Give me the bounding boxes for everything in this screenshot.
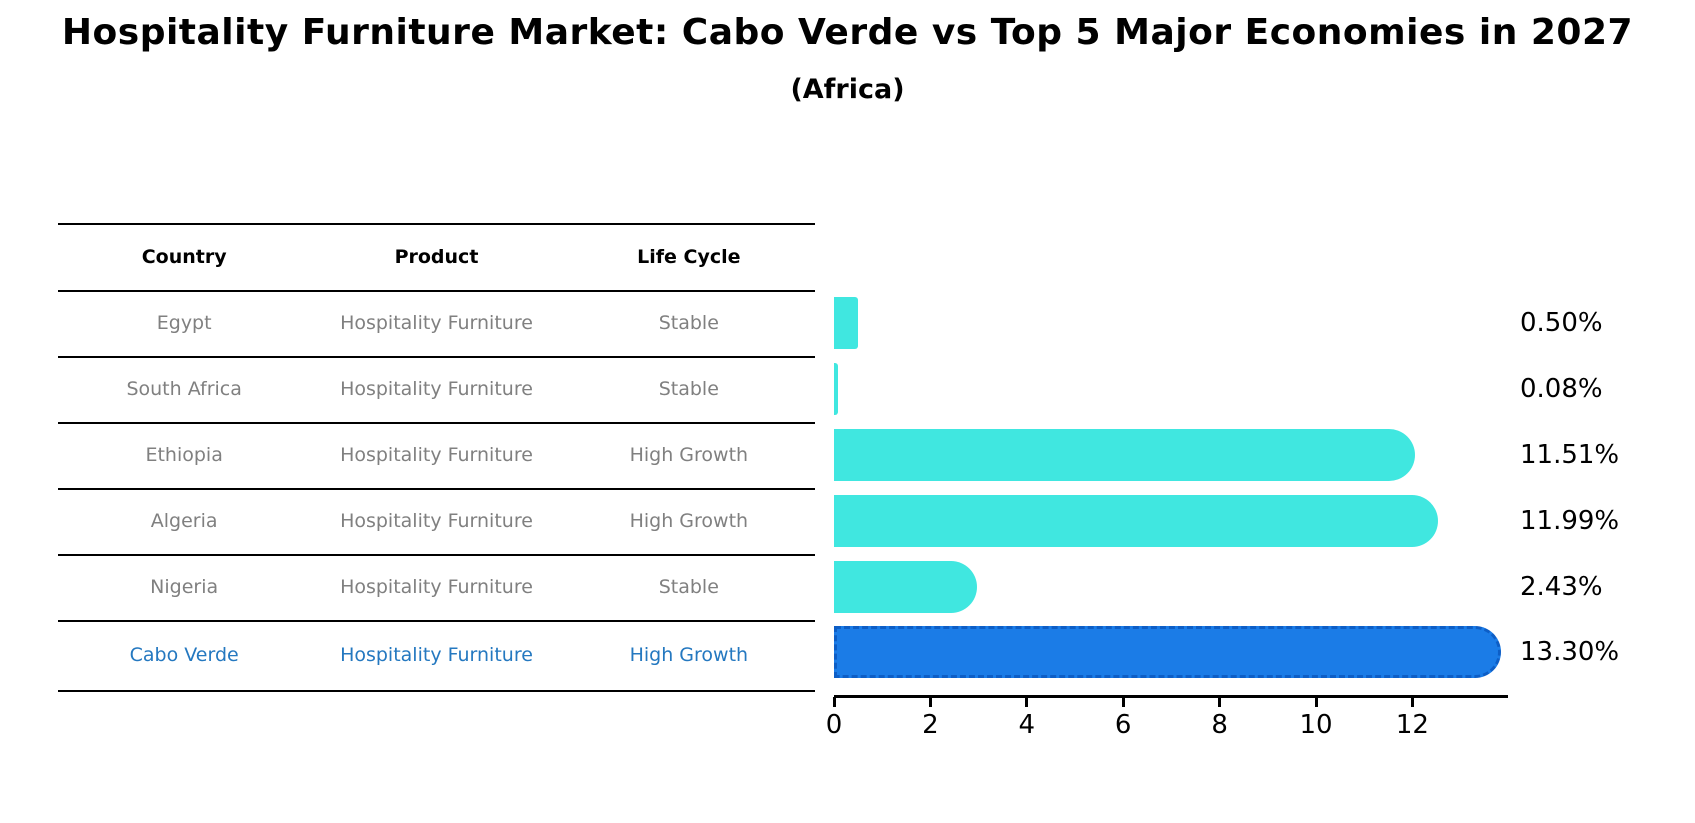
table-separator-line	[58, 422, 815, 424]
x-axis-tick	[928, 697, 932, 707]
table-separator-line	[58, 290, 815, 292]
table-cell-life-cycle: Stable	[658, 576, 719, 598]
table-row: Egypt Hospitality Furniture Stable	[58, 290, 815, 356]
table-header-row: Country Product Life Cycle	[58, 223, 815, 290]
x-axis-tick	[1314, 697, 1318, 707]
table-cell-product: Hospitality Furniture	[340, 644, 533, 666]
table-cell-country: Ethiopia	[145, 444, 223, 466]
value-label: 11.51%	[1520, 440, 1620, 470]
x-axis-tick-label: 8	[1211, 710, 1228, 740]
bar-south-africa	[834, 363, 838, 415]
table-separator-line	[58, 223, 815, 225]
x-axis-tick	[1218, 697, 1222, 707]
table-separator-line	[58, 554, 815, 556]
table-header-country: Country	[141, 245, 227, 268]
x-axis-tick	[832, 697, 836, 707]
x-axis-line	[834, 695, 1508, 698]
value-label: 11.99%	[1520, 506, 1620, 536]
table-cell-life-cycle: Stable	[658, 312, 719, 334]
table-separator-line	[58, 488, 815, 490]
chart-subtitle: (Africa)	[790, 74, 905, 105]
bar-ethiopia	[834, 429, 1415, 481]
x-axis-tick-label: 12	[1395, 710, 1429, 740]
x-axis-tick-label: 0	[825, 710, 843, 740]
value-label: 0.50%	[1520, 308, 1603, 338]
bar-cabo-verde	[834, 626, 1501, 678]
table-cell-life-cycle: High Growth	[629, 444, 749, 466]
table-separator-line	[58, 690, 815, 692]
table-cell-life-cycle: High Growth	[629, 644, 749, 666]
x-axis-tick	[1121, 697, 1125, 707]
value-label: 13.30%	[1520, 637, 1620, 667]
table-cell-product: Hospitality Furniture	[340, 378, 533, 400]
value-label: 2.43%	[1520, 572, 1603, 602]
bar-algeria	[834, 495, 1438, 547]
table-row: Cabo Verde Hospitality Furniture High Grow…	[58, 620, 815, 690]
table-cell-life-cycle: High Growth	[629, 510, 749, 532]
table-cell-product: Hospitality Furniture	[340, 312, 533, 334]
x-axis-tick-label: 6	[1114, 710, 1132, 740]
table-cell-country: Nigeria	[150, 576, 219, 598]
table-row: Algeria Hospitality Furniture High Growth	[58, 488, 815, 554]
chart-title: Hospitality Furniture Market: Cabo Verde…	[61, 12, 1634, 53]
table-cell-product: Hospitality Furniture	[340, 576, 533, 598]
table-header-life-cycle: Life Cycle	[637, 245, 741, 268]
table-cell-country: Algeria	[150, 510, 218, 532]
table-cell-product: Hospitality Furniture	[340, 510, 533, 532]
x-axis-tick	[1410, 697, 1414, 707]
table-cell-life-cycle: Stable	[658, 378, 719, 400]
table-separator-line	[58, 356, 815, 358]
x-axis-tick	[1025, 697, 1029, 707]
table-cell-product: Hospitality Furniture	[340, 444, 533, 466]
table-row: South Africa Hospitality Furniture Stable	[58, 356, 815, 422]
value-label: 0.08%	[1520, 374, 1603, 404]
table-cell-country: South Africa	[126, 378, 242, 400]
x-axis-tick-label: 4	[1018, 710, 1036, 740]
table-row: Ethiopia Hospitality Furniture High Growth	[58, 422, 815, 488]
table-cell-country: Cabo Verde	[129, 644, 239, 666]
bar-nigeria	[834, 561, 977, 613]
x-axis-tick-label: 2	[922, 710, 939, 740]
bar-egypt	[834, 297, 858, 349]
table-header-product: Product	[394, 245, 479, 268]
table-separator-line	[58, 620, 815, 622]
table-row: Nigeria Hospitality Furniture Stable	[58, 554, 815, 620]
table-cell-country: Egypt	[156, 312, 212, 334]
x-axis-tick-label: 10	[1299, 710, 1333, 740]
